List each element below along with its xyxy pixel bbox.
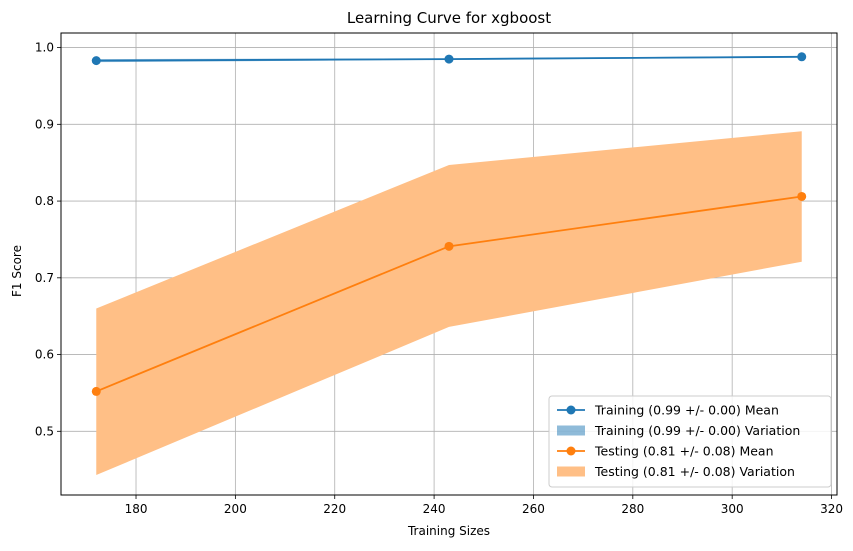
- y-tick-label: 0.8: [35, 194, 54, 208]
- y-tick-label: 0.7: [35, 271, 54, 285]
- x-tick-label: 200: [224, 502, 247, 516]
- x-tick-label: 220: [323, 502, 346, 516]
- x-axis-label: Training Sizes: [407, 524, 490, 538]
- x-tick-label: 260: [522, 502, 545, 516]
- mean-lines: [91, 52, 807, 396]
- legend: Training (0.99 +/- 0.00) Mean Training (0…: [548, 395, 832, 488]
- legend-training-variation-patch: [557, 425, 585, 436]
- testing-mean-point: [797, 191, 807, 201]
- testing-variation-band: [96, 131, 802, 476]
- legend-testing-variation-label: Testing (0.81 +/- 0.08) Variation: [594, 464, 795, 479]
- plot-frame: [60, 32, 838, 496]
- y-axis-label: F1 Score: [10, 245, 24, 297]
- legend-training-variation-label: Training (0.99 +/- 0.00) Variation: [594, 423, 800, 438]
- legend-box: [548, 395, 832, 488]
- legend-testing-mean-label: Testing (0.81 +/- 0.08) Mean: [594, 444, 774, 459]
- x-tick-label: 300: [721, 502, 744, 516]
- y-tick-label: 0.6: [35, 348, 54, 362]
- legend-training-mean-label: Training (0.99 +/- 0.00) Mean: [594, 403, 779, 418]
- x-tick-label: 240: [423, 502, 446, 516]
- x-tick-label: 280: [621, 502, 644, 516]
- y-tick-label: 0.9: [35, 117, 54, 131]
- y-tick-label: 0.5: [35, 424, 54, 438]
- legend-testing-mean-marker: [566, 446, 576, 456]
- testing-mean-point: [444, 241, 454, 251]
- legend-testing-variation-patch: [557, 466, 585, 477]
- training-mean-point: [444, 54, 454, 64]
- y-tick-label: 1.0: [35, 41, 54, 55]
- chart-title: Learning Curve for xgboost: [347, 9, 551, 27]
- x-tick-label: 180: [125, 502, 148, 516]
- testing-mean-point: [91, 386, 101, 396]
- legend-training-mean-marker: [566, 405, 576, 415]
- training-mean-point: [797, 52, 807, 62]
- axis-ticks: 180 200 220 240 260 280 300 320 0.5 0.6 0.7 0.8 0.9 1…: [35, 41, 843, 516]
- x-tick-label: 320: [820, 502, 843, 516]
- training-mean-point: [91, 56, 101, 66]
